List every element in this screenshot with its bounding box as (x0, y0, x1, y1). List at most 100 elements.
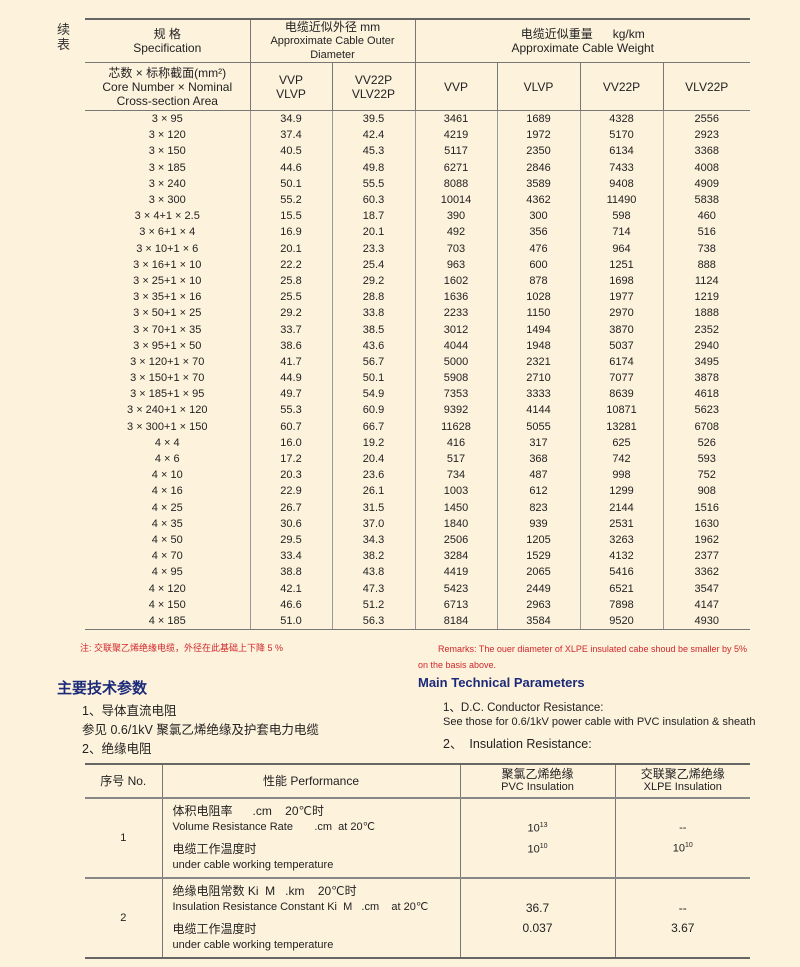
table-row: 3 × 70+1 × 35 33.7 38.5 3012 1494 3870 2352 (85, 321, 750, 338)
value-cell: 4144 (496, 402, 580, 419)
value-cell: 9408 (579, 175, 663, 192)
value-cell: 390 (414, 208, 497, 225)
cable-spec-table: 规 格 Specification 电缆近似外径 mm Approximate Ca… (85, 18, 750, 630)
value-cell: 60.9 (331, 402, 415, 419)
value-cell: 2065 (496, 564, 580, 581)
value-cell: 10014 (414, 191, 497, 209)
value-cell: 2144 (579, 499, 663, 516)
value-cell: 3012 (414, 321, 497, 338)
value-cell: 20.3 (249, 467, 332, 484)
value-cell: 1962 (662, 531, 750, 549)
col-label: VV22P (354, 72, 393, 87)
weight-col-vv22p: VV22P (579, 62, 663, 111)
value-cell: 416 (414, 434, 497, 451)
desc-line: 绝缘电阻常数 Ki M .km 20℃时 (172, 884, 357, 898)
table-row: 3 × 95+1 × 50 38.6 43.6 4044 1948 5037 2940 (85, 337, 750, 354)
param-cn-1: 1、导体直流电阻 (82, 704, 177, 718)
note-cn: 注: 交联聚乙烯绝缘电缆，外径在此基础上下降 5 % (80, 643, 284, 653)
value-cell: 4328 (579, 110, 663, 128)
table-row: 3 × 240+1 × 120 55.3 60.9 9392 4144 10871 5623 (85, 402, 750, 419)
value-cell: 1840 (414, 515, 497, 532)
spec-cell: 3 × 25+1 × 10 (133, 274, 202, 287)
value-cell: 25.5 (249, 289, 332, 306)
spec-header: 规 格 Specification (85, 19, 250, 63)
table-row: 4 × 150 46.6 51.2 6713 2963 7898 4147 (85, 596, 750, 613)
performance-header: 性能 Performance (161, 764, 460, 799)
value-cell: 1630 (662, 515, 750, 532)
value-cell: 56.7 (331, 353, 415, 370)
table-row: 4 × 50 29.5 34.3 2506 1205 3263 1962 (85, 531, 750, 549)
value-cell: 1003 (414, 483, 497, 500)
value: 3.67 (671, 921, 695, 935)
spec-cell: 3 × 120+1 × 70 (130, 355, 205, 368)
value-cell: 42.1 (249, 580, 332, 597)
spec-cell: 3 × 120 (148, 129, 186, 142)
value-cell: 51.0 (249, 612, 332, 630)
value-cell: 4618 (662, 386, 750, 403)
table-row: 4 × 95 38.8 43.8 4419 2065 5416 3362 (85, 564, 750, 581)
diameter-header-cn: 电缆近似外径 mm (284, 20, 381, 34)
value-cell: 56.3 (331, 612, 415, 630)
spec-cell: 3 × 50+1 × 25 (133, 307, 202, 320)
value-cell: 1516 (662, 499, 750, 516)
value-cell: 1124 (662, 272, 750, 290)
value-cell: 33.8 (331, 305, 415, 322)
pvc-value: 1013 1010 (459, 798, 615, 879)
row-description: 绝缘电阻常数 Ki M .km 20℃时 Insulation Resistan… (161, 878, 460, 958)
value-cell: 1888 (662, 305, 750, 322)
value-cell: 34.9 (249, 110, 332, 128)
core-header-cn: 芯数 × 标称截面(mm²) (108, 65, 227, 80)
value-cell: 3878 (662, 370, 750, 387)
value-cell: 1150 (496, 305, 580, 322)
value-cell: 2531 (579, 515, 663, 532)
value-cell: 49.7 (249, 386, 332, 403)
weight-header-cn: 电缆近似重量 kg/km (520, 27, 645, 41)
value-cell: 1529 (496, 548, 580, 565)
spec-cell: 3 × 185+1 × 95 (130, 388, 205, 401)
value-cell: 1494 (496, 321, 580, 338)
continued-label: 续表 (57, 22, 71, 52)
value-cell: 998 (579, 467, 663, 484)
value-cell: 13281 (579, 418, 663, 435)
param-en-1: 1、D.C. Conductor Resistance: (443, 702, 604, 714)
value-cell: 964 (579, 240, 663, 257)
table-row: 3 × 300+1 × 150 60.7 66.7 11628 5055 13281 670… (85, 418, 750, 435)
spec-cell: 3 × 95 (151, 113, 183, 126)
spec-cell: 3 × 240+1 × 120 (127, 404, 208, 417)
value-cell: 16.0 (249, 434, 332, 451)
value-cell: 4219 (414, 127, 497, 144)
value-cell: 4909 (662, 175, 750, 192)
value-cell: 39.5 (331, 110, 415, 128)
value-cell: 1602 (414, 272, 497, 290)
value-exponent: 10 (539, 843, 548, 850)
value-cell: 356 (496, 224, 580, 241)
spec-cell: 4 × 185 (85, 612, 250, 630)
value-cell: 22.2 (249, 256, 332, 273)
value-cell: 20.4 (331, 450, 415, 468)
value-cell: 2556 (662, 110, 750, 128)
spec-cell: 4 × 10 (151, 469, 183, 482)
value-cell: 54.9 (331, 386, 415, 403)
table-row: 4 × 25 26.7 31.5 1450 823 2144 1516 (85, 499, 750, 516)
spec-cell: 3 × 150+1 × 70 (130, 372, 205, 385)
params-title-en: Main Technical Parameters (418, 675, 585, 690)
value-cell: 38.5 (331, 321, 415, 338)
value-cell: 44.6 (249, 159, 332, 176)
value-cell: 823 (496, 499, 580, 516)
spec-cell: 3 × 35+1 × 16 (133, 291, 202, 304)
value-cell: 45.3 (331, 143, 415, 160)
spec-cell: 3 × 300 (148, 194, 186, 207)
value-cell: 5423 (414, 580, 497, 597)
value-base: 10 (527, 843, 540, 856)
table-row: 3 × 120+1 × 70 41.7 56.7 5000 2321 6174 3495 (85, 353, 750, 370)
value-cell: 517 (414, 450, 497, 468)
desc-line: 电缆工作温度时 (172, 842, 257, 856)
core-header: 芯数 × 标称截面(mm²) Core Number × Nominal Cross… (85, 62, 250, 111)
value-cell: 2923 (662, 127, 750, 144)
value-cell: 26.7 (249, 499, 332, 516)
col-label: VVP (278, 72, 303, 87)
value-cell: 516 (662, 224, 750, 241)
value-cell: 7433 (579, 159, 663, 176)
value-cell: 30.6 (249, 515, 332, 532)
spec-cell: 4 × 4 (154, 436, 180, 449)
